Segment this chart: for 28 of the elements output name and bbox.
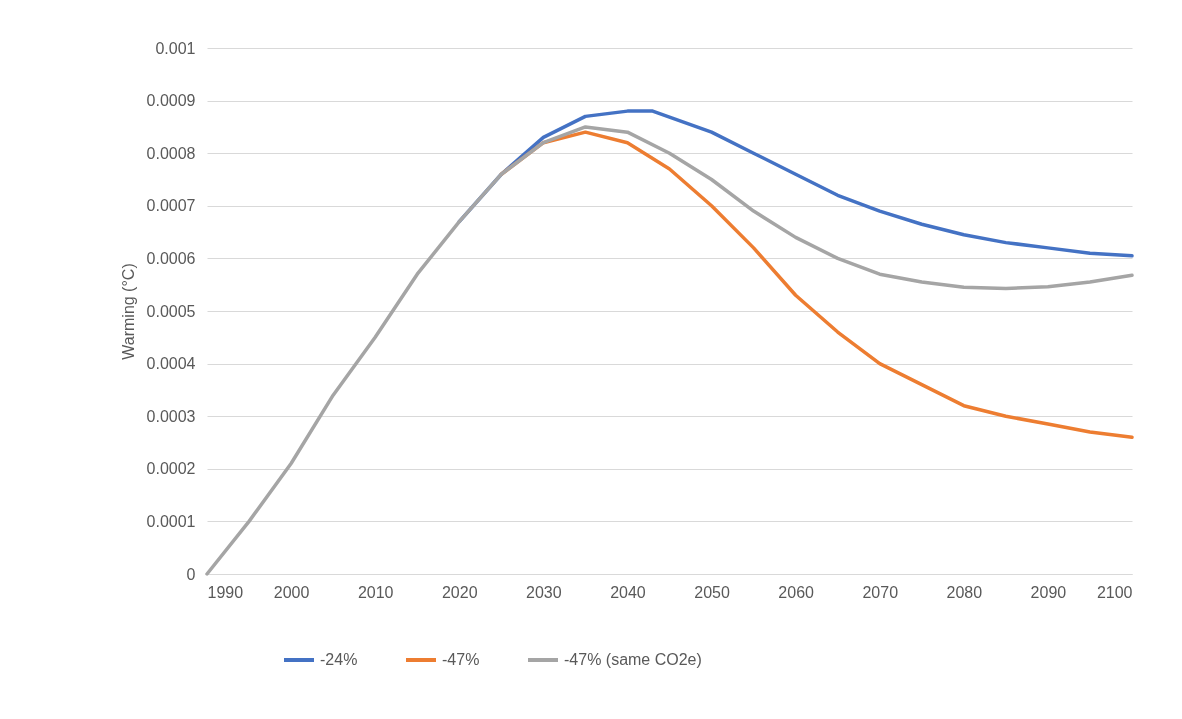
y-tick-label: 0.0005 bbox=[146, 302, 196, 320]
x-tick-label: 2100 bbox=[1096, 583, 1133, 601]
x-tick-label: 2070 bbox=[862, 583, 899, 601]
y-tick-label: 0.0004 bbox=[146, 355, 196, 373]
x-tick-label: 2050 bbox=[694, 583, 730, 601]
x-tick-label: 2010 bbox=[357, 583, 394, 601]
y-tick-label: 0.0002 bbox=[146, 460, 196, 478]
x-tick-label: 2000 bbox=[273, 583, 310, 601]
legend-label: -47% (same CO2e) bbox=[564, 651, 702, 668]
y-tick-label: 0.0003 bbox=[146, 407, 196, 425]
y-tick-label: 0.0006 bbox=[146, 249, 196, 267]
y-tick-label: 0.0009 bbox=[146, 92, 196, 110]
y-tick-label: 0.0007 bbox=[146, 197, 196, 215]
y-tick-label: 0.0008 bbox=[146, 144, 196, 162]
x-tick-label: 1990 bbox=[207, 583, 244, 601]
y-tick-label: 0.001 bbox=[155, 39, 196, 57]
x-tick-label: 2090 bbox=[1030, 583, 1067, 601]
x-tick-label: 2020 bbox=[441, 583, 478, 601]
y-tick-label: 0 bbox=[186, 565, 196, 583]
x-tick-label: 2040 bbox=[610, 583, 646, 601]
legend-label: -47% bbox=[442, 651, 480, 668]
x-tick-label: 2080 bbox=[946, 583, 983, 601]
x-tick-label: 2030 bbox=[526, 583, 562, 601]
y-axis-title: Warming (°C) bbox=[119, 263, 137, 360]
y-tick-label: 0.0001 bbox=[146, 512, 196, 530]
x-tick-label: 2060 bbox=[778, 583, 815, 601]
legend-label: -24% bbox=[320, 651, 358, 668]
line-series bbox=[205, 125, 1134, 576]
